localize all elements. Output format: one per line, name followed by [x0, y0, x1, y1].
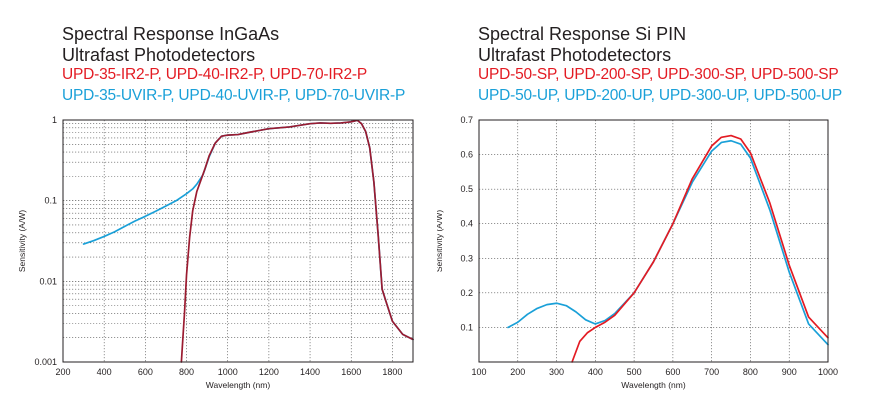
si-pin-y-tick-label: 0.2: [460, 288, 473, 298]
si-pin-y-tick-label: 0.7: [460, 115, 473, 125]
si-pin-y-tick-label: 0.6: [460, 150, 473, 160]
ingaas-x-tick-label: 1800: [382, 367, 402, 377]
si-pin-blue-series-models: UPD-50-UP, UPD-200-UP, UPD-300-UP, UPD-5…: [478, 86, 842, 104]
si-pin-x-tick-label: 700: [704, 367, 719, 377]
ingaas-blue-series-models: UPD-35-UVIR-P, UPD-40-UVIR-P, UPD-70-UVI…: [62, 86, 406, 104]
si-pin-y-axis-label: Sensitivity (A/W): [437, 210, 444, 273]
si-pin-y-tick-label: 0.3: [460, 253, 473, 263]
si-pin-series-line-1: [507, 139, 829, 346]
si-pin-red-series-models: UPD-50-SP, UPD-200-SP, UPD-300-SP, UPD-5…: [478, 66, 839, 83]
ingaas-grid: [63, 120, 413, 362]
si-pin-y-tick-label: 0.4: [460, 219, 473, 229]
ingaas-y-tick-label: 1: [52, 115, 57, 125]
ingaas-chart-panel: Spectral Response InGaAs Ultrafast Photo…: [17, 24, 414, 390]
ingaas-chart-titles: Spectral Response InGaAs Ultrafast Photo…: [62, 24, 405, 106]
si-pin-x-tick-label: 200: [510, 367, 525, 377]
si-pin-chart-titles: Spectral Response Si PIN Ultrafast Photo…: [478, 24, 842, 106]
ingaas-series-line-1: [82, 119, 414, 341]
si-pin-series-line-2: [571, 134, 829, 363]
ingaas-chart-svg: 200 400 600 800 1000 1200 1400 1600 1800 0.001 0.0…: [17, 115, 414, 390]
si-pin-x-tick-label: 500: [627, 367, 642, 377]
si-pin-x-tick-label: 900: [782, 367, 797, 377]
ingaas-x-tick-label: 600: [138, 367, 153, 377]
ingaas-x-tick-label: 200: [55, 367, 70, 377]
ingaas-x-tick-label: 800: [179, 367, 194, 377]
si-pin-x-tick-label: 300: [549, 367, 564, 377]
si-pin-x-tick-label: 1000: [818, 367, 838, 377]
si-pin-title-line-1: Spectral Response Si PIN: [478, 24, 687, 44]
si-pin-x-tick-label: 100: [471, 367, 486, 377]
si-pin-chart-panel: Spectral Response Si PIN Ultrafast Photo…: [437, 0, 874, 409]
ingaas-x-tick-label: 1200: [259, 367, 279, 377]
ingaas-plot-frame: [62, 119, 414, 363]
ingaas-title-line-2: Ultrafast Photodetectors: [62, 44, 256, 65]
ingaas-y-tick-label: 0.001: [34, 357, 57, 367]
si-pin-x-tick-label: 800: [743, 367, 758, 377]
si-pin-y-tick-label: 0.5: [460, 184, 473, 194]
ingaas-y-tick-label: 0.01: [39, 276, 57, 286]
ingaas-x-axis-label: Wavelength (nm): [206, 380, 271, 390]
si-pin-grid: [479, 120, 828, 362]
ingaas-y-axis-label: Sensitivity (A/W): [17, 210, 27, 273]
ingaas-x-tick-label: 1400: [300, 367, 320, 377]
si-pin-x-tick-label: 600: [665, 367, 680, 377]
si-pin-chart-svg: 100 200 300 400 500 600 700 800 900 1000 0.1 0.2 0.3…: [437, 115, 838, 390]
ingaas-x-tick-label: 400: [97, 367, 112, 377]
ingaas-y-tick-label: 0.1: [44, 196, 57, 206]
si-pin-plot-frame: [478, 119, 829, 363]
ingaas-series-line-2: [180, 119, 414, 363]
si-pin-x-axis-label: Wavelength (nm): [621, 380, 686, 390]
si-pin-title-line-2: Ultrafast Photodetectors: [478, 44, 672, 65]
ingaas-red-series-models: UPD-35-IR2-P, UPD-40-IR2-P, UPD-70-IR2-P: [62, 66, 367, 83]
ingaas-x-tick-label: 1600: [341, 367, 361, 377]
ingaas-x-tick-label: 1000: [218, 367, 238, 377]
ingaas-title-line-1: Spectral Response InGaAs: [62, 24, 280, 44]
si-pin-y-tick-label: 0.1: [460, 322, 473, 332]
si-pin-x-tick-label: 400: [588, 367, 603, 377]
